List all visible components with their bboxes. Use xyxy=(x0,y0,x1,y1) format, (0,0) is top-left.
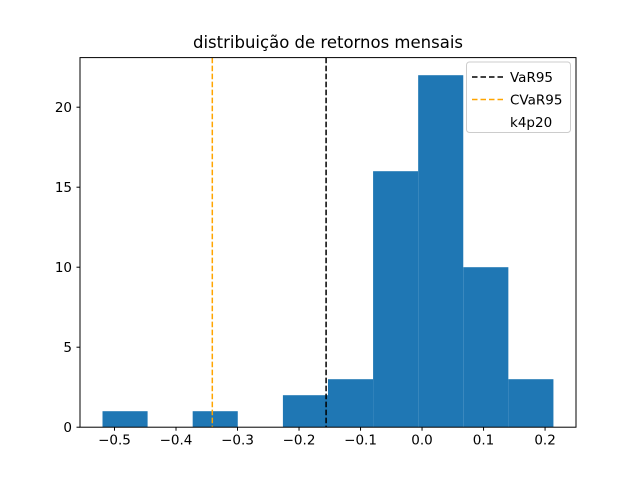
x-tick-label: 0.0 xyxy=(411,433,432,449)
histogram-bar xyxy=(373,171,419,428)
histogram-bar xyxy=(282,395,328,428)
histogram-bar xyxy=(463,267,509,428)
y-tick-label: 10 xyxy=(55,260,72,276)
chart-title: distribuição de retornos mensais xyxy=(193,33,463,52)
axes-frame xyxy=(79,57,577,428)
y-tick-label: 15 xyxy=(55,180,72,196)
x-tick-label: −0.4 xyxy=(160,433,193,449)
y-tick-label: 0 xyxy=(63,420,72,436)
histogram-bar xyxy=(328,379,374,428)
histogram-bar xyxy=(102,411,148,428)
x-tick-label: −0.5 xyxy=(98,433,131,449)
x-tick-label: −0.1 xyxy=(344,433,377,449)
histogram-bar xyxy=(418,75,464,428)
y-tick-label: 5 xyxy=(63,340,72,356)
y-tick-label: 20 xyxy=(55,100,72,116)
histogram-bar xyxy=(192,411,238,428)
x-tick-label: −0.2 xyxy=(283,433,316,449)
x-tick-label: 0.1 xyxy=(473,433,494,449)
x-tick-label: 0.2 xyxy=(534,433,555,449)
x-tick-label: −0.3 xyxy=(221,433,254,449)
legend-box xyxy=(466,61,571,133)
histogram-bar xyxy=(508,379,554,428)
legend-label-cvar95: CVaR95 xyxy=(510,92,562,108)
legend-label-var95: VaR95 xyxy=(510,70,553,86)
legend-label-k4p20: k4p20 xyxy=(510,115,552,131)
